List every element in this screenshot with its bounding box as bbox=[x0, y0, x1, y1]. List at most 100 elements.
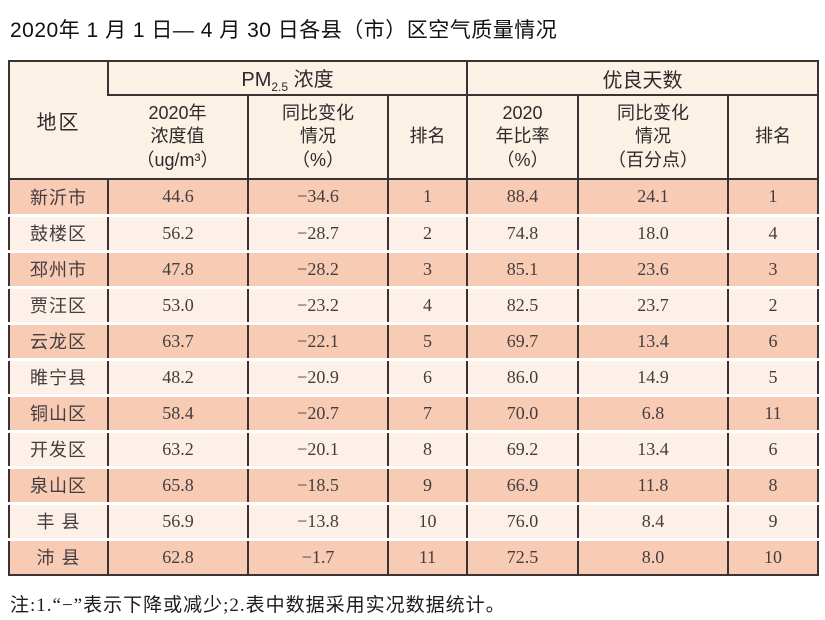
cell-good-ratio: 66.9 bbox=[466, 465, 578, 503]
cell-pm-change: −23.2 bbox=[247, 285, 388, 323]
cell-good-change: 14.9 bbox=[577, 357, 728, 395]
cell-good-change: 8.0 bbox=[577, 537, 728, 575]
table-row: 鼓楼区 56.2 −28.7 2 74.8 18.0 4 bbox=[9, 213, 819, 251]
pm25-label-prefix: PM bbox=[241, 68, 272, 91]
header-area: 地区 bbox=[9, 61, 108, 180]
cell-good-ratio: 76.0 bbox=[466, 501, 578, 539]
cell-pm-change: −34.6 bbox=[247, 179, 388, 215]
cell-good-ratio: 82.5 bbox=[466, 285, 578, 323]
header-good-rank: 排名 bbox=[726, 95, 819, 180]
header-group-pm25: PM2.5 浓度 bbox=[107, 61, 467, 96]
cell-good-change: 24.1 bbox=[577, 179, 728, 215]
cell-area: 开发区 bbox=[9, 429, 108, 467]
cell-good-rank: 6 bbox=[726, 429, 819, 467]
cell-pm-value: 44.6 bbox=[107, 179, 248, 215]
cell-area: 铜山区 bbox=[9, 393, 108, 431]
cell-good-change: 18.0 bbox=[577, 213, 728, 251]
header-good-change: 同比变化 情况 （百分点） bbox=[577, 95, 728, 180]
table-row: 沛 县 62.8 −1.7 11 72.5 8.0 10 bbox=[9, 537, 819, 575]
cell-area: 邳州市 bbox=[9, 249, 108, 287]
header-pm-change: 同比变化 情况 （%） bbox=[247, 95, 388, 180]
cell-good-rank: 6 bbox=[726, 321, 819, 359]
cell-pm-value: 63.7 bbox=[107, 321, 248, 359]
table-header: 地区 PM2.5 浓度 优良天数 2020年 浓度值 （ug/m³） 同比变化 … bbox=[9, 61, 819, 180]
cell-pm-rank: 3 bbox=[387, 249, 467, 287]
cell-good-ratio: 74.8 bbox=[466, 213, 578, 251]
cell-pm-value: 62.8 bbox=[107, 537, 248, 575]
header-group-good-days: 优良天数 bbox=[465, 61, 819, 96]
cell-area: 新沂市 bbox=[30, 187, 87, 208]
cell-pm-rank: 8 bbox=[387, 429, 467, 467]
cell-pm-change: −22.1 bbox=[247, 321, 388, 359]
table-row: 泉山区 65.8 −18.5 9 66.9 11.8 8 bbox=[9, 465, 819, 503]
cell-pm-rank: 2 bbox=[387, 213, 467, 251]
header-pm-rank: 排名 bbox=[387, 95, 467, 180]
cell-pm-rank: 5 bbox=[387, 321, 467, 359]
cell-pm-rank: 4 bbox=[387, 285, 467, 323]
pm25-label-subscript: 2.5 bbox=[271, 79, 289, 94]
page-title: 2020年 1 月 1 日— 4 月 30 日各县（市）区空气质量情况 bbox=[10, 19, 558, 42]
cell-good-ratio: 72.5 bbox=[466, 537, 578, 575]
cell-good-ratio: 88.4 bbox=[466, 179, 578, 215]
cell-pm-change: −18.5 bbox=[247, 465, 388, 503]
cell-good-ratio: 85.1 bbox=[466, 249, 578, 287]
cell-pm-change: −28.7 bbox=[247, 213, 388, 251]
cell-pm-rank: 1 bbox=[387, 179, 467, 215]
cell-good-change: 13.4 bbox=[577, 321, 728, 359]
cell-pm-change: −20.7 bbox=[247, 393, 388, 431]
cell-good-change: 23.7 bbox=[577, 285, 728, 323]
cell-good-ratio: 69.2 bbox=[466, 429, 578, 467]
cell-good-ratio: 86.0 bbox=[466, 357, 578, 395]
cell-area: 睢宁县 bbox=[9, 357, 108, 395]
cell-good-rank: 2 bbox=[726, 285, 819, 323]
cell-pm-rank: 6 bbox=[387, 357, 467, 395]
cell-area: 泉山区 bbox=[9, 465, 108, 503]
table-row: 丰 县 56.9 −13.8 10 76.0 8.4 9 bbox=[9, 501, 819, 539]
cell-good-change: 8.4 bbox=[577, 501, 728, 539]
cell-pm-value: 65.8 bbox=[107, 465, 248, 503]
cell-pm-value: 56.9 bbox=[107, 501, 248, 539]
cell-good-change: 6.8 bbox=[577, 393, 728, 431]
pm25-label-suffix: 浓度 bbox=[288, 68, 334, 91]
cell-good-rank: 3 bbox=[726, 249, 819, 287]
header-group-row: 地区 PM2.5 浓度 优良天数 bbox=[9, 61, 819, 180]
cell-good-change: 11.8 bbox=[577, 465, 728, 503]
cell-pm-rank: 7 bbox=[387, 393, 467, 431]
cell-good-rank: 11 bbox=[726, 393, 819, 431]
cell-good-rank: 10 bbox=[726, 537, 819, 575]
cell-pm-value: 53.0 bbox=[107, 285, 248, 323]
cell-pm-rank: 11 bbox=[387, 537, 467, 575]
cell-pm-change: −1.7 bbox=[247, 537, 388, 575]
cell-pm-value: 47.8 bbox=[107, 249, 248, 287]
air-quality-table: 地区 PM2.5 浓度 优良天数 2020年 浓度值 （ug/m³） 同比变化 … bbox=[8, 60, 820, 576]
cell-good-rank: 8 bbox=[726, 465, 819, 503]
cell-good-ratio: 70.0 bbox=[466, 393, 578, 431]
header-pm-value: 2020年 浓度值 （ug/m³） bbox=[108, 95, 248, 180]
cell-good-ratio: 69.7 bbox=[466, 321, 578, 359]
table-row: 新沂市 44.6 −34.6 1 88.4 24.1 1 bbox=[9, 179, 819, 215]
cell-pm-rank: 9 bbox=[387, 465, 467, 503]
cell-area: 沛 县 bbox=[9, 537, 108, 575]
footnote: 注:1.“−”表示下降或减少;2.表中数据采用实况数据统计。 bbox=[10, 595, 506, 616]
cell-good-rank: 4 bbox=[726, 213, 819, 251]
table-row: 贾汪区 53.0 −23.2 4 82.5 23.7 2 bbox=[9, 285, 819, 323]
cell-good-rank: 9 bbox=[726, 501, 819, 539]
cell-pm-change: −28.2 bbox=[247, 249, 388, 287]
cell-area: 丰 县 bbox=[9, 501, 108, 539]
header-sub-row: 2020年 浓度值 （ug/m³） 同比变化 情况 （%） 排名 2020 年比… bbox=[9, 95, 819, 180]
table-row: 铜山区 58.4 −20.7 7 70.0 6.8 11 bbox=[9, 393, 819, 431]
cell-good-rank: 5 bbox=[726, 357, 819, 395]
cell-area: 鼓楼区 bbox=[9, 213, 108, 251]
cell-pm-value: 58.4 bbox=[107, 393, 248, 431]
cell-good-change: 23.6 bbox=[577, 249, 728, 287]
cell-pm-change: −20.9 bbox=[247, 357, 388, 395]
table-row: 睢宁县 48.2 −20.9 6 86.0 14.9 5 bbox=[9, 357, 819, 395]
cell-pm-change: −20.1 bbox=[247, 429, 388, 467]
table-row: 邳州市 47.8 −28.2 3 85.1 23.6 3 bbox=[9, 249, 819, 287]
cell-good-rank: 1 bbox=[726, 179, 819, 215]
header-good-ratio: 2020 年比率 （%） bbox=[466, 95, 578, 180]
cell-area: 贾汪区 bbox=[9, 285, 108, 323]
cell-area: 云龙区 bbox=[9, 321, 108, 359]
cell-pm-value: 48.2 bbox=[107, 357, 248, 395]
